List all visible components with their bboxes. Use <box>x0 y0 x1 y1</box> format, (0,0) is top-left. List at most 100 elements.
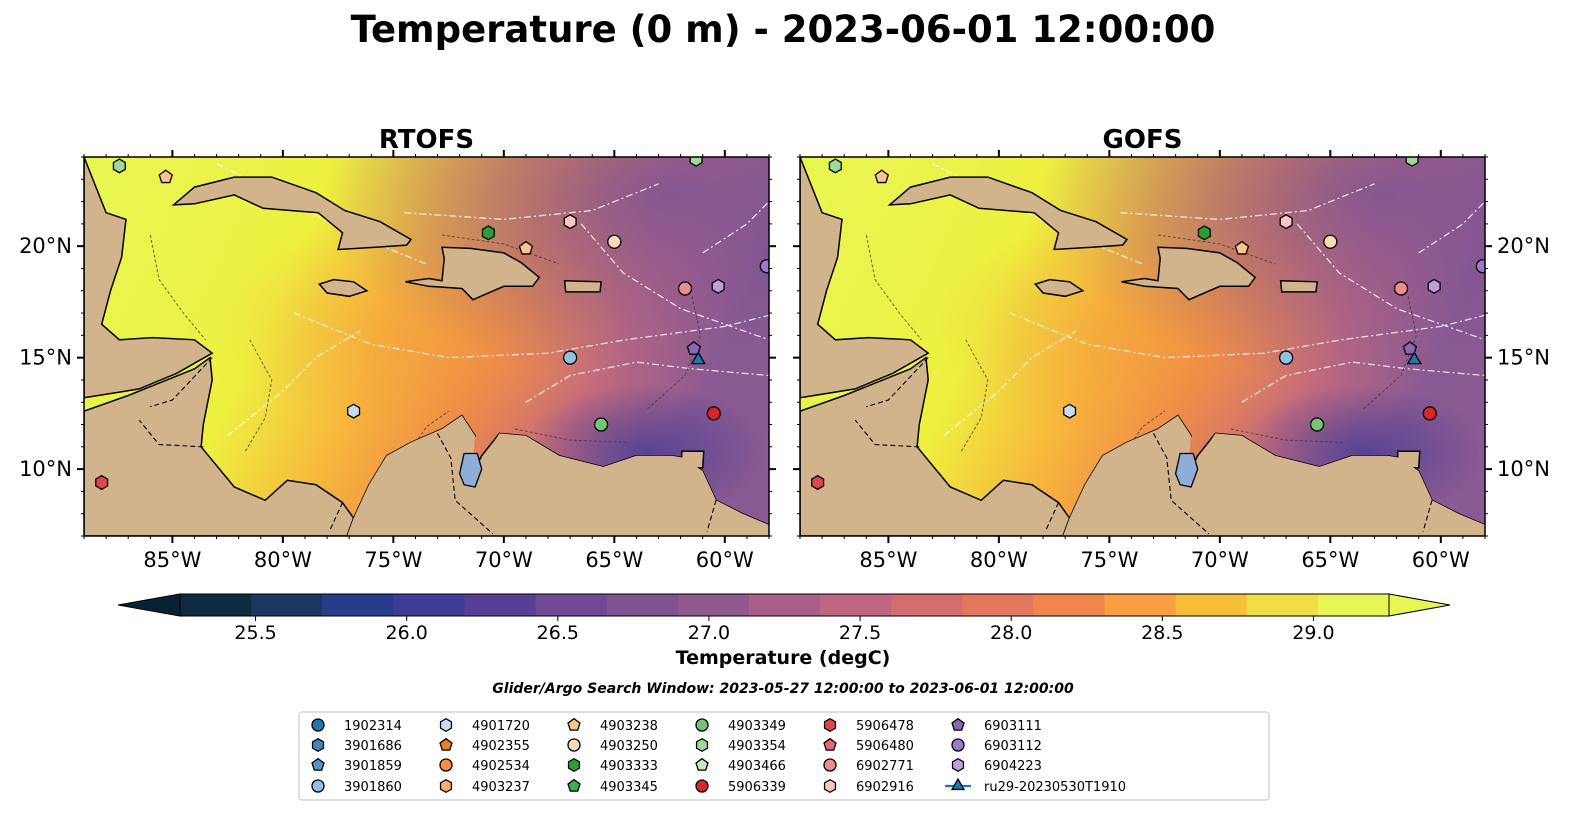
map-panels: RTOFS 85°W 80°W 75°W 70°W 65°W 60°W 20°N 15°N 10°… <box>19 125 1550 572</box>
y-tick-label: 10°N <box>1497 457 1550 481</box>
eez-boundary-line <box>227 330 361 437</box>
eez-boundary-line <box>1241 361 1485 403</box>
national-border-line <box>328 502 344 532</box>
legend-marker-6902771 <box>823 758 837 772</box>
legend-marker-4903250 <box>567 738 581 752</box>
marker-6904223 <box>1427 278 1441 294</box>
eez-boundary-line <box>932 163 1143 265</box>
land-cuba <box>171 176 413 251</box>
eez-boundary-line <box>1009 312 1485 359</box>
legend-marker-3901860 <box>311 779 325 793</box>
x-tick-label: 65°W <box>585 548 643 572</box>
map-panel-gofs: GOFS 85°W 80°W 75°W 70°W 65°W 60°W 20°N 15°N 10°N <box>793 125 1550 572</box>
legend-box <box>298 711 1270 801</box>
colorbar-segment <box>180 594 252 616</box>
legend-label: 4903354 <box>728 739 786 754</box>
marker-ru29-20230530T1910 <box>1406 351 1422 365</box>
colorbar-segment <box>820 594 892 616</box>
legend-marker-4902355 <box>439 737 453 751</box>
marker-4903354 <box>828 158 842 174</box>
marker-5906339 <box>706 406 721 421</box>
colorbar-tick-label: 27.0 <box>688 622 730 644</box>
colorbar-segment <box>1246 594 1319 616</box>
legend-item: 4901720 <box>439 717 530 734</box>
eez-boundary-line <box>404 183 659 221</box>
marker-5906339 <box>1422 406 1437 421</box>
eez-boundary-line <box>216 163 427 265</box>
land-honduras-yucatan <box>84 157 214 399</box>
colorbar-segment <box>748 594 821 616</box>
colorbar-segment <box>393 594 466 616</box>
marker-4903354 <box>1405 157 1419 167</box>
legend-marker-4902534 <box>439 758 453 772</box>
legend-item: 6903112 <box>951 738 1042 754</box>
lake-maracaibo <box>458 452 483 488</box>
land-hispaniola <box>405 246 541 301</box>
legend-label: 3901859 <box>344 759 402 774</box>
marker-6903111 <box>1402 341 1418 355</box>
colorbar-segment <box>606 594 679 616</box>
marker-4903238 <box>1234 240 1250 255</box>
land-south <box>800 415 1485 536</box>
colorbar-tick-label: 26.5 <box>537 622 579 644</box>
legend-marker-4903466 <box>695 757 709 771</box>
marker-3901860 <box>1278 350 1294 365</box>
colorbar-tick-label: 29.0 <box>1292 622 1334 644</box>
colorbar-segment <box>1175 594 1248 616</box>
legend-item: 4903345 <box>567 778 658 795</box>
legend-label: ru29-20230530T1910 <box>984 780 1126 795</box>
marker-ru29-20230530T1910 <box>690 351 706 365</box>
colorbar-label: Temperature (degC) <box>676 647 891 669</box>
legend-label: 6902771 <box>856 759 914 774</box>
lake-maracaibo <box>1174 452 1199 488</box>
x-tick-label: 75°W <box>364 548 422 572</box>
marker-4903250 <box>607 234 622 249</box>
legend-marker-3901859 <box>311 757 325 771</box>
marker-6903112 <box>1475 259 1485 274</box>
depth-contour-line <box>149 234 206 341</box>
legend: 1902314 3901686 3901859 3901860 4901720 49023… <box>298 711 1270 801</box>
depth-contour-line <box>514 428 628 443</box>
marker-4903354 <box>112 158 126 174</box>
eez-boundary-line <box>943 330 1077 437</box>
legend-marker-6903112 <box>951 738 965 752</box>
depth-contour-line <box>1157 234 1276 265</box>
national-border-line <box>138 419 204 448</box>
legend-marker-ru29-20230530T1910 <box>950 777 966 791</box>
figure-title: Temperature (0 m) - 2023-06-01 12:00:00 <box>351 8 1216 51</box>
marker-6903112 <box>759 259 769 274</box>
legend-item: 4903333 <box>567 757 658 774</box>
legend-item: 6904223 <box>951 757 1042 774</box>
colorbar-tick-label: 27.5 <box>839 622 881 644</box>
legend-label: 4903466 <box>728 759 786 774</box>
y-tick-label: 20°N <box>1497 234 1550 258</box>
legend-label: 6904223 <box>984 759 1042 774</box>
legend-label: 5906480 <box>856 739 914 754</box>
legend-item: 4902534 <box>439 758 530 774</box>
national-border-line <box>437 433 494 535</box>
legend-label: 5906339 <box>728 780 786 795</box>
marker-4901720 <box>347 403 361 419</box>
eez-boundary-line <box>1418 201 1485 254</box>
legend-item: 4903466 <box>695 757 786 774</box>
legend-marker-4903238 <box>567 717 581 731</box>
land-honduras-yucatan <box>800 157 930 399</box>
legend-label: 6903112 <box>984 739 1042 754</box>
legend-marker-4903349 <box>695 718 709 732</box>
marker-6902916 <box>563 214 577 230</box>
depth-contour-line <box>1108 410 1165 477</box>
legend-item: 3901859 <box>311 757 402 774</box>
legend-label: 4903349 <box>728 719 786 734</box>
eez-boundary-line <box>293 312 769 359</box>
colorbar-tick-label: 26.0 <box>386 622 428 644</box>
legend-label: 4903237 <box>472 780 530 795</box>
land-hispaniola <box>1121 246 1257 301</box>
depth-contour-line <box>441 234 560 265</box>
legend-label: 3901686 <box>344 739 402 754</box>
legend-label: 6902916 <box>856 780 914 795</box>
panel-title: GOFS <box>1103 125 1183 155</box>
colorbar-segment <box>891 594 963 616</box>
national-border-line <box>854 419 920 448</box>
colorbar-tick-label: 28.0 <box>990 622 1032 644</box>
